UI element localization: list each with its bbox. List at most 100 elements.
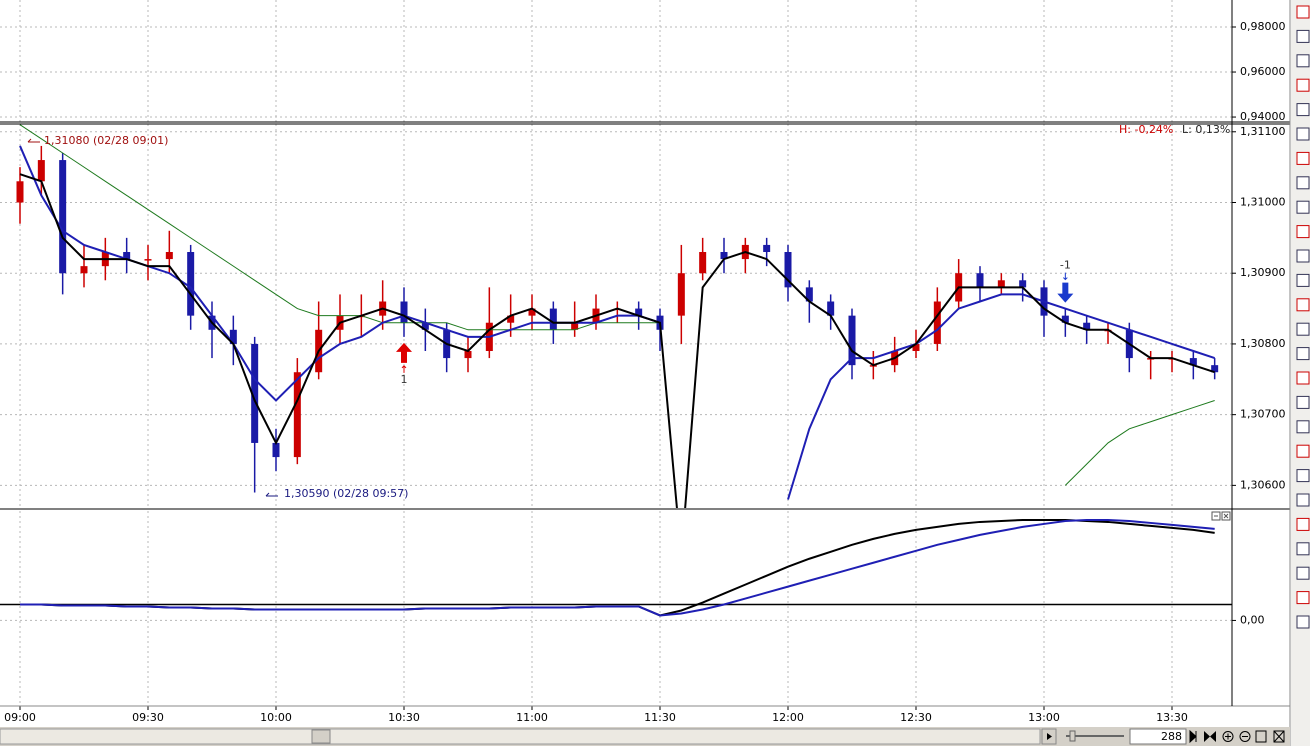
fit-button[interactable]	[1204, 731, 1216, 742]
candle-body	[976, 273, 984, 288]
tool-button[interactable]	[1296, 103, 1310, 117]
y-tick-label: 1,30700	[1240, 408, 1286, 421]
candle-body	[848, 315, 856, 366]
candle-body	[293, 372, 301, 458]
tool-button[interactable]	[1296, 469, 1310, 483]
grid-button[interactable]	[1255, 730, 1267, 743]
tool-button[interactable]	[1296, 29, 1310, 43]
x-tick-label: 09:30	[132, 711, 164, 724]
tool-button[interactable]	[1296, 591, 1310, 605]
y-tick-label: 1,30900	[1240, 266, 1286, 279]
x-tick-label: 12:30	[900, 711, 932, 724]
close-chart-button[interactable]	[1273, 730, 1285, 743]
x-tick-label: 13:30	[1156, 711, 1188, 724]
candle-body	[229, 329, 237, 344]
x-tick-label: 10:00	[260, 711, 292, 724]
zoom-slider-thumb[interactable]	[1069, 730, 1076, 742]
candle-body	[784, 252, 792, 288]
candle-body	[272, 442, 280, 458]
candle-body	[1061, 315, 1069, 323]
tool-button[interactable]	[1296, 566, 1310, 580]
buy-arrow	[396, 342, 412, 363]
arrow-icon	[1047, 733, 1052, 740]
candle-body	[400, 301, 408, 323]
sell-marker	[1062, 272, 1068, 281]
low-annotation: 1,30590 (02/28 09:57)	[284, 487, 408, 500]
tool-button[interactable]	[1296, 176, 1310, 190]
candle-body	[720, 252, 728, 260]
zoom-out-button[interactable]	[1239, 731, 1251, 742]
candle-body	[677, 273, 685, 316]
indicator-line	[20, 518, 1215, 617]
zoom-value: 288	[1161, 730, 1182, 743]
tool-button[interactable]	[1296, 493, 1310, 507]
y-tick-label: 1,31100	[1240, 125, 1286, 138]
x-tick-label: 13:00	[1028, 711, 1060, 724]
tool-button[interactable]	[1296, 54, 1310, 68]
candle-body	[80, 266, 88, 274]
x-tick-label: 11:30	[644, 711, 676, 724]
tool-button[interactable]	[1296, 200, 1310, 214]
pane: 1 -1	[0, 124, 1232, 508]
candle-body	[1019, 280, 1027, 288]
candle-body	[507, 315, 515, 323]
candle-body	[763, 244, 771, 252]
pane	[0, 0, 1232, 122]
tool-button[interactable]	[1296, 615, 1310, 629]
tool-button[interactable]	[1296, 78, 1310, 92]
tool-button[interactable]	[1296, 298, 1310, 312]
tool-button[interactable]	[1296, 151, 1310, 165]
scroll-track[interactable]	[0, 728, 1041, 745]
tool-button[interactable]	[1296, 395, 1310, 409]
candle-body	[933, 301, 941, 344]
pane	[0, 511, 1232, 705]
candle-body	[571, 322, 579, 330]
y-tick-label: 1,31000	[1240, 195, 1286, 208]
high-leader	[27, 138, 40, 143]
y-tick-label: 1,30800	[1240, 337, 1286, 350]
tool-button[interactable]	[1296, 127, 1310, 141]
candle-body	[144, 259, 152, 261]
plot-layers: 0,94000 0,96000 0,98000 1 -1 1,30600 1,30700 1,…	[0, 0, 1286, 724]
candle-body	[827, 301, 835, 316]
tool-button[interactable]	[1296, 273, 1310, 287]
tool-button[interactable]	[1296, 371, 1310, 385]
candle-body	[59, 160, 67, 274]
sell-arrow	[1057, 282, 1074, 303]
x-tick-label: 11:00	[516, 711, 548, 724]
tool-button[interactable]	[1296, 249, 1310, 263]
high-stat: H: -0,24%	[1119, 123, 1173, 136]
candle-body	[699, 252, 707, 274]
candle-body	[16, 181, 24, 203]
tool-button[interactable]	[1296, 542, 1310, 556]
zoom-input[interactable]	[1129, 728, 1187, 745]
scroll-thumb[interactable]	[311, 729, 331, 744]
end-button[interactable]	[1189, 729, 1197, 744]
candle-body	[464, 351, 472, 359]
signal-label: 1	[401, 373, 408, 386]
candle-body	[421, 322, 429, 330]
candle-body	[549, 308, 557, 330]
y-tick-label: 1,30600	[1240, 478, 1286, 491]
toolbar-icons	[1296, 5, 1310, 629]
buy-marker	[401, 365, 407, 373]
tool-button[interactable]	[1296, 420, 1310, 434]
tool-button[interactable]	[1296, 517, 1310, 531]
zoom-in-button[interactable]	[1222, 731, 1234, 742]
candle-body	[37, 160, 45, 182]
candle-body	[187, 252, 195, 316]
tool-button[interactable]	[1296, 225, 1310, 239]
x-tick-label: 09:00	[4, 711, 36, 724]
candle-body	[528, 308, 536, 316]
high-annotation: 1,31080 (02/28 09:01)	[44, 134, 168, 147]
tool-button[interactable]	[1296, 322, 1310, 336]
tool-button[interactable]	[1296, 347, 1310, 361]
candle-body	[1189, 358, 1197, 366]
x-tick-label: 12:00	[772, 711, 804, 724]
candle-body	[165, 252, 173, 260]
tool-button[interactable]	[1296, 444, 1310, 458]
candle-body	[912, 343, 920, 352]
low-stat: L: 0,13%	[1182, 123, 1230, 136]
tool-button[interactable]	[1296, 5, 1310, 19]
